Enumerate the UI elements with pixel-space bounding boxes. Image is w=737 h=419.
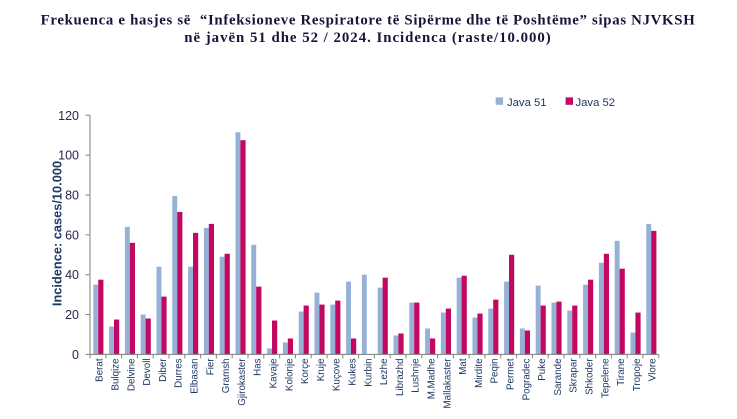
svg-text:në javën 51 dhe 52 / 2024. Inc: në javën 51 dhe 52 / 2024. Incidenca (ra…: [184, 30, 551, 46]
svg-text:Skrapar: Skrapar: [569, 358, 580, 393]
svg-text:Lushnje: Lushnje: [411, 358, 422, 393]
svg-text:Pogradec: Pogradec: [521, 358, 532, 400]
svg-text:Librazhd: Librazhd: [395, 358, 406, 396]
svg-text:Kurbin: Kurbin: [363, 358, 374, 386]
svg-text:Durres: Durres: [174, 358, 185, 387]
svg-text:Shkoder: Shkoder: [585, 358, 596, 395]
svg-text:Kukes: Kukes: [348, 358, 359, 385]
svg-text:20: 20: [65, 308, 79, 322]
svg-text:Tirane: Tirane: [616, 358, 627, 386]
svg-text:Peqin: Peqin: [490, 358, 501, 383]
svg-text:Kuçove: Kuçove: [332, 358, 343, 391]
svg-text:Mirdite: Mirdite: [474, 358, 485, 388]
svg-text:Vlore: Vlore: [648, 358, 659, 381]
svg-text:Fier: Fier: [205, 358, 216, 376]
svg-text:Bulqize: Bulqize: [111, 358, 122, 391]
svg-text:Puke: Puke: [537, 358, 548, 381]
svg-text:Kruje: Kruje: [316, 358, 327, 381]
svg-text:Kolonje: Kolonje: [284, 358, 295, 391]
svg-text:Permet: Permet: [506, 358, 517, 390]
svg-text:Lezhe: Lezhe: [379, 358, 390, 385]
svg-text:Tepelene: Tepelene: [600, 358, 611, 398]
svg-text:Elbasan: Elbasan: [190, 358, 201, 393]
svg-text:60: 60: [65, 228, 79, 242]
svg-text:M.Madhe: M.Madhe: [427, 358, 438, 399]
svg-text:Delvine: Delvine: [126, 358, 137, 391]
svg-text:40: 40: [65, 268, 79, 282]
svg-text:Java 51: Java 51: [507, 97, 547, 109]
svg-text:Gjirokaster: Gjirokaster: [237, 358, 248, 406]
svg-text:Korçe: Korçe: [300, 358, 311, 384]
svg-text:Mat: Mat: [458, 358, 469, 375]
svg-text:Berat: Berat: [95, 358, 106, 382]
svg-text:120: 120: [58, 109, 79, 123]
svg-text:Incidence: cases/10.000: Incidence: cases/10.000: [50, 161, 65, 306]
svg-text:Devoll: Devoll: [142, 358, 153, 385]
svg-text:Frekuenca e hasjes së “Infeks: Frekuenca e hasjes së “Infeksioneve Resp…: [41, 13, 696, 29]
svg-text:Gramsh: Gramsh: [221, 358, 232, 393]
svg-text:Java 52: Java 52: [576, 97, 616, 109]
svg-text:Sarande: Sarande: [553, 358, 564, 396]
svg-text:Has: Has: [253, 358, 264, 376]
svg-text:Diber: Diber: [158, 358, 169, 382]
svg-text:0: 0: [72, 348, 79, 362]
svg-text:80: 80: [65, 189, 79, 203]
svg-text:Tropoje: Tropoje: [632, 358, 643, 391]
svg-text:100: 100: [58, 149, 79, 163]
svg-text:Mallakaster: Mallakaster: [442, 358, 453, 409]
svg-text:Kavaje: Kavaje: [269, 358, 280, 389]
